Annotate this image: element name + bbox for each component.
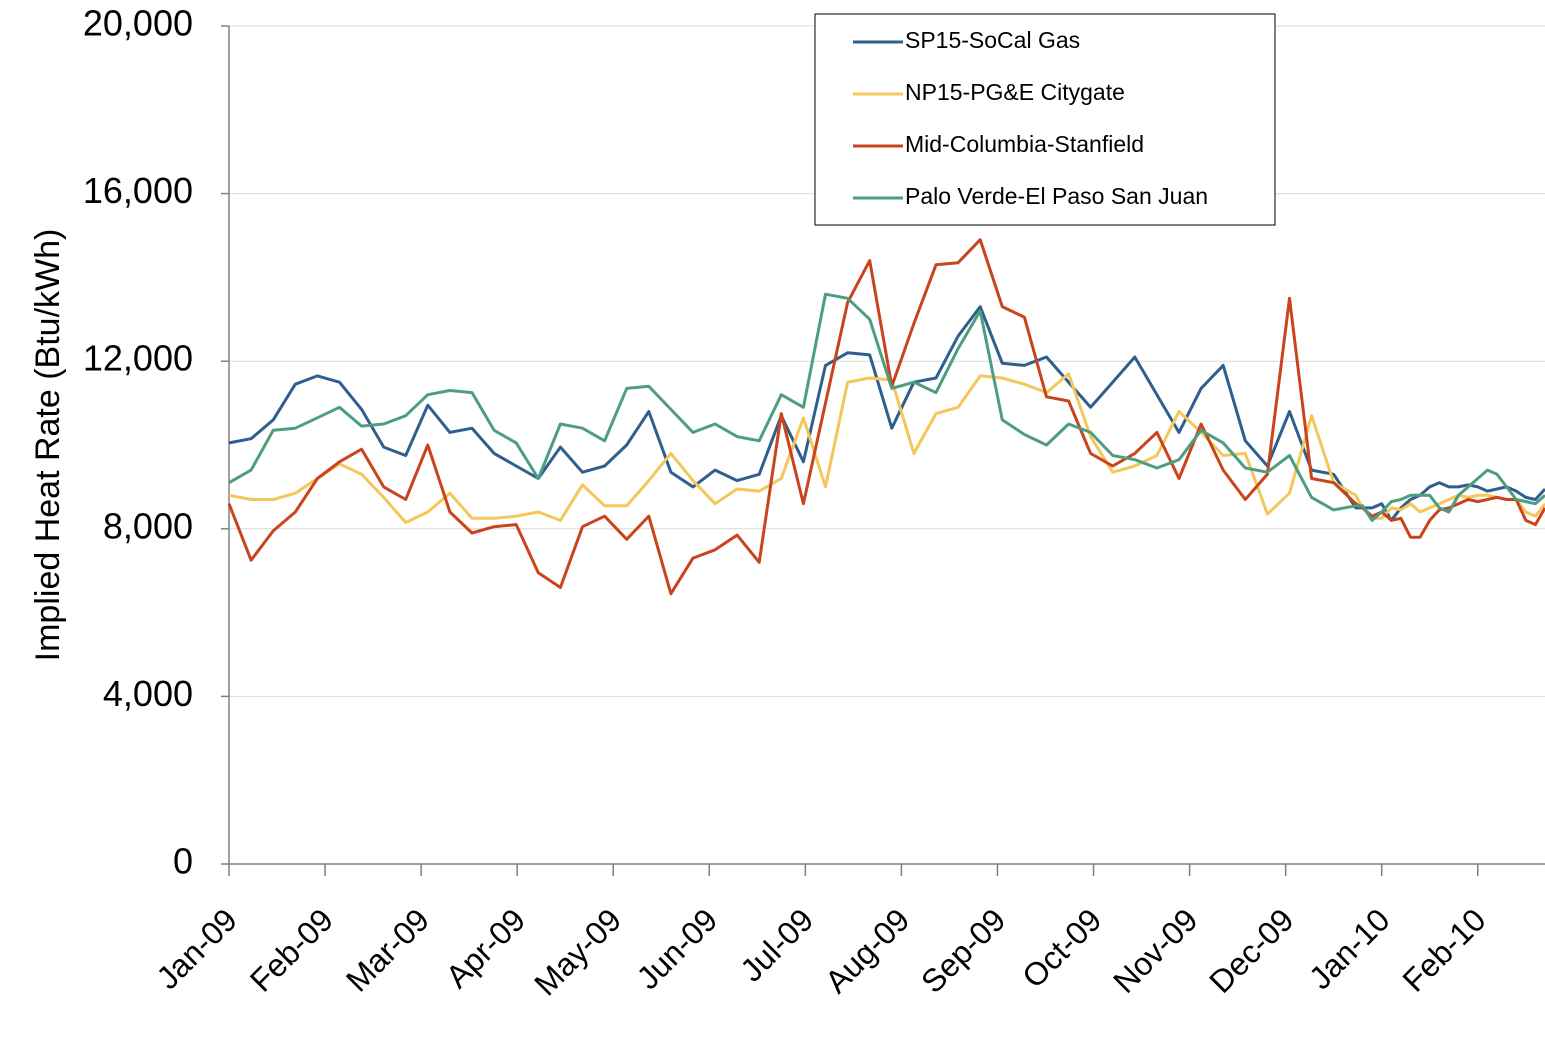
series-line [228, 372, 1545, 524]
y-axis-title: Implied Heat Rate (Btu/kWh) [29, 229, 67, 662]
legend-box [814, 13, 1276, 226]
x-tick-label: Feb-09 [243, 901, 340, 998]
x-tick-label: Mar-09 [339, 901, 436, 998]
y-tick-label: 20,000 [83, 3, 193, 44]
legend-label: SP15-SoCal Gas [905, 27, 1080, 53]
x-tick-label: Feb-10 [1396, 901, 1493, 998]
x-tick-label: Oct-09 [1015, 901, 1108, 994]
series-line [228, 292, 1545, 522]
legend-label: Palo Verde-El Paso San Juan [905, 183, 1208, 209]
legend-label: Mid-Columbia-Stanfield [905, 131, 1144, 157]
x-tick-label: Jul-09 [733, 901, 820, 988]
y-tick-label: 8,000 [103, 505, 193, 546]
series-line [228, 305, 1545, 522]
x-tick-label: Sep-09 [914, 901, 1012, 999]
x-tick-label: Aug-09 [818, 901, 916, 999]
x-tick-label: Apr-09 [439, 901, 532, 994]
x-tick-label: Nov-09 [1106, 901, 1204, 999]
legend-label: NP15-PG&E Citygate [905, 79, 1125, 105]
y-tick-label: 4,000 [103, 673, 193, 714]
y-tick-label: 12,000 [83, 338, 193, 379]
y-tick-label: 0 [173, 841, 193, 882]
x-tick-label: Jan-10 [1302, 901, 1397, 996]
y-tick-label: 16,000 [83, 170, 193, 211]
x-tick-label: Jun-09 [630, 901, 725, 996]
x-tick-label: Jan-09 [149, 901, 244, 996]
series-line [227, 238, 1545, 596]
x-tick-label: Dec-09 [1202, 901, 1300, 999]
x-tick-label: May-09 [527, 901, 628, 1002]
